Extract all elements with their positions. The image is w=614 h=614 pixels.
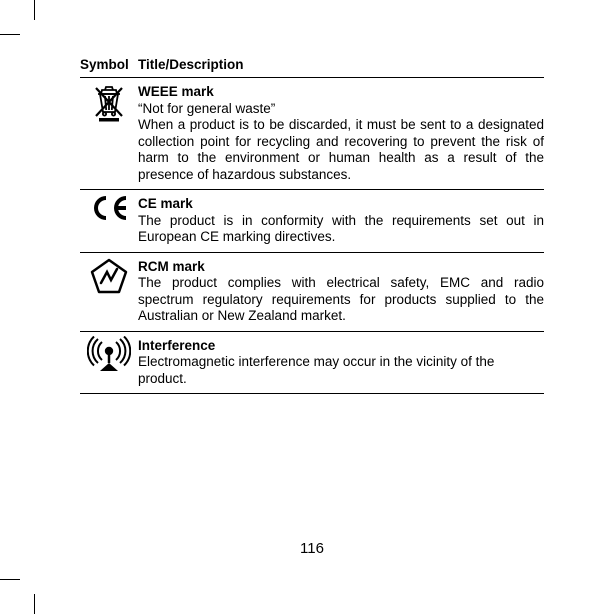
table-row: WEEE mark “Not for general waste” When a… xyxy=(80,78,544,190)
header-symbol: Symbol xyxy=(80,55,138,78)
page-number: 116 xyxy=(80,540,544,557)
weee-icon xyxy=(90,82,128,122)
ce-icon xyxy=(88,194,130,222)
row-title: Interference xyxy=(138,338,215,353)
header-title-desc: Title/Description xyxy=(138,55,544,78)
symbol-table: Symbol Title/Description xyxy=(80,55,544,394)
row-desc: The product is in conformity with the re… xyxy=(138,213,544,246)
table-row: CE mark The product is in conformity wit… xyxy=(80,190,544,252)
row-subtitle: “Not for general waste” xyxy=(138,101,275,116)
row-desc: Electromagnetic interference may occur i… xyxy=(138,354,544,387)
row-desc: The product complies with electrical saf… xyxy=(138,275,544,324)
rcm-icon xyxy=(89,257,129,295)
table-row: RCM mark The product complies with elect… xyxy=(80,252,544,331)
row-title: CE mark xyxy=(138,196,193,211)
table-row: Interference Electromagnetic interferenc… xyxy=(80,331,544,393)
row-title: WEEE mark xyxy=(138,84,214,99)
row-desc: When a product is to be discarded, it mu… xyxy=(138,117,544,183)
row-title: RCM mark xyxy=(138,259,205,274)
interference-icon xyxy=(87,336,131,372)
